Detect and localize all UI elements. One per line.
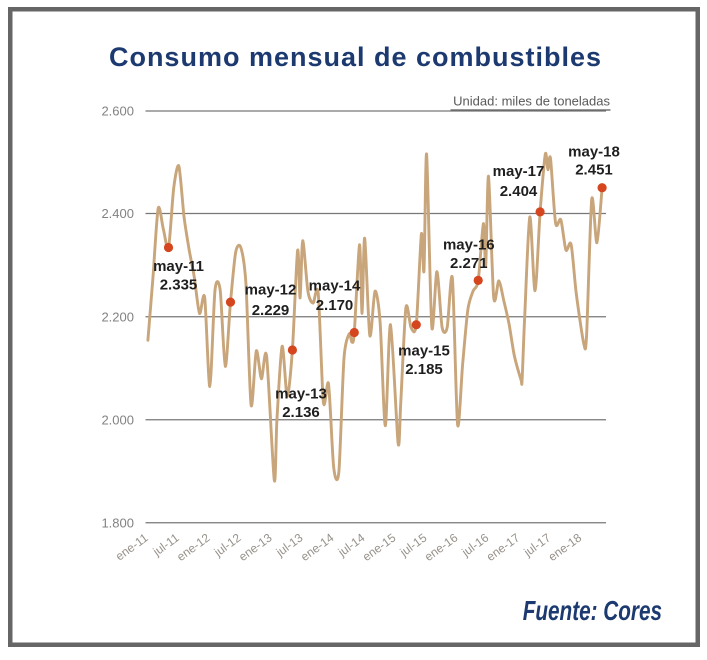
svg-text:may-11: may-11 bbox=[153, 258, 204, 275]
svg-text:2.229: 2.229 bbox=[252, 302, 290, 319]
svg-text:2.335: 2.335 bbox=[160, 277, 198, 294]
svg-text:may-15: may-15 bbox=[398, 343, 450, 360]
svg-text:Consumo mensual de combustible: Consumo mensual de combustibles bbox=[109, 42, 602, 72]
svg-text:2.271: 2.271 bbox=[450, 255, 488, 272]
svg-text:may-14: may-14 bbox=[309, 278, 361, 295]
svg-text:2.600: 2.600 bbox=[101, 104, 134, 119]
svg-text:2.185: 2.185 bbox=[405, 361, 443, 378]
svg-text:2.000: 2.000 bbox=[101, 412, 134, 427]
svg-text:may-16: may-16 bbox=[443, 237, 495, 254]
svg-text:2.451: 2.451 bbox=[575, 162, 613, 179]
svg-text:may-13: may-13 bbox=[275, 386, 327, 403]
svg-text:may-18: may-18 bbox=[568, 144, 620, 161]
svg-text:2.170: 2.170 bbox=[316, 297, 354, 314]
svg-text:Fuente: Cores: Fuente: Cores bbox=[523, 596, 662, 627]
svg-text:2.200: 2.200 bbox=[101, 309, 134, 324]
svg-text:may-12: may-12 bbox=[245, 282, 297, 299]
svg-text:2.400: 2.400 bbox=[101, 206, 134, 221]
svg-text:2.136: 2.136 bbox=[282, 404, 320, 421]
svg-text:2.404: 2.404 bbox=[500, 183, 538, 200]
svg-text:may-17: may-17 bbox=[493, 163, 545, 180]
svg-text:1.800: 1.800 bbox=[101, 515, 134, 530]
svg-text:Unidad: miles de toneladas: Unidad: miles de toneladas bbox=[453, 94, 610, 109]
